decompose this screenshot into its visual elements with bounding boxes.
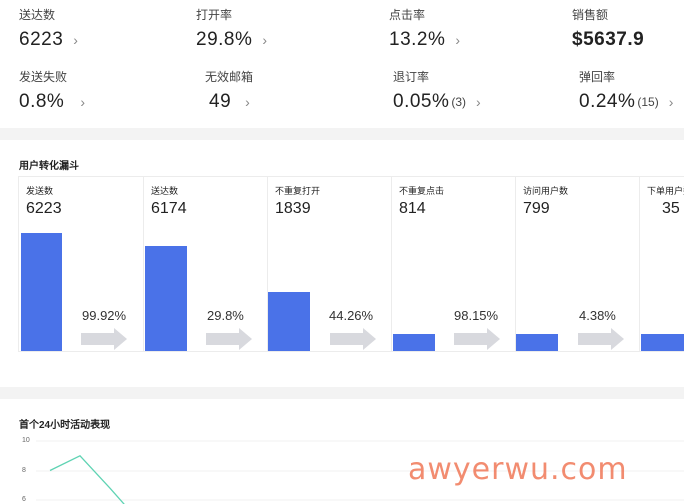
funnel-stage: 访问用户数 799 4.38% [515, 177, 639, 351]
funnel-bar [516, 334, 558, 351]
arrow-right-icon [330, 328, 376, 350]
funnel-bar [21, 233, 62, 351]
watermark: awyerwu.com [408, 452, 628, 487]
funnel-stage-label: 不重复点击 [399, 186, 445, 196]
funnel-stage: 发送数 6223 99.92% [19, 177, 143, 351]
funnel-bar [393, 334, 435, 351]
chevron-right-icon[interactable]: › [455, 32, 461, 48]
metric-label: 销售额 [572, 8, 609, 22]
funnel-bar [268, 292, 310, 351]
conversion-rate: 44.26% [329, 308, 374, 323]
y-axis-tick: 8 [22, 467, 26, 474]
conversion-rate: 29.8% [207, 308, 244, 323]
funnel-stage-value: 6223 [26, 200, 62, 217]
funnel-stage: 不重复打开 1839 44.26% [267, 177, 391, 351]
metric-label: 点击率 [389, 8, 426, 22]
metric-label: 弹回率 [579, 70, 616, 84]
metric-label: 打开率 [196, 8, 233, 22]
metric-value: 29.8% [196, 29, 253, 50]
funnel-stage-label: 发送数 [26, 186, 54, 196]
activity-title: 首个24小时活动表现 [19, 420, 111, 431]
y-axis-tick: 6 [22, 496, 26, 503]
metric-label: 送达数 [19, 8, 56, 22]
funnel-stage-value: 799 [523, 200, 550, 217]
metric-value: $5637.9 [572, 29, 645, 50]
metric-sales[interactable]: 销售额 $5637.9 [572, 6, 644, 51]
funnel-stage: 下单用户数 35 [639, 177, 684, 351]
metric-value: 0.8% [19, 91, 65, 112]
conversion-funnel: 发送数 6223 99.92% 送达数 6174 29.8% 不重复打开 183… [18, 176, 684, 352]
funnel-stage-value: 6174 [151, 200, 187, 217]
conversion-rate: 99.92% [82, 308, 127, 323]
metric-count: (3) [451, 95, 467, 109]
funnel-stage-value: 814 [399, 200, 426, 217]
metric-value: 49 [209, 91, 232, 112]
chevron-right-icon[interactable]: › [668, 94, 674, 110]
metric-unsubscribe-rate[interactable]: 退订率 0.05% (3) › [393, 68, 481, 113]
metric-label: 无效邮箱 [205, 70, 254, 84]
y-axis-tick: 10 [22, 437, 30, 444]
chevron-right-icon[interactable]: › [245, 94, 250, 110]
arrow-right-icon [454, 328, 500, 350]
metric-bounce-rate[interactable]: 弹回率 0.24% (15) › [579, 68, 673, 113]
metric-value: 6223 [19, 29, 64, 50]
metric-value: 0.05% [393, 91, 450, 112]
metric-count: (15) [637, 95, 659, 109]
chevron-right-icon[interactable]: › [476, 94, 481, 110]
funnel-stage: 送达数 6174 29.8% [143, 177, 267, 351]
funnel-stage: 不重复点击 814 98.15% [391, 177, 515, 351]
funnel-bar [145, 246, 187, 351]
funnel-stage-label: 送达数 [151, 186, 179, 196]
funnel-title: 用户转化漏斗 [19, 161, 79, 172]
metric-send-failed[interactable]: 发送失败 0.8% › [19, 68, 85, 113]
funnel-bar [641, 334, 684, 351]
funnel-stage-label: 访问用户数 [523, 186, 569, 196]
arrow-right-icon [578, 328, 624, 350]
metric-open-rate[interactable]: 打开率 29.8% › [196, 6, 267, 51]
conversion-rate: 98.15% [454, 308, 499, 323]
metric-label: 发送失败 [19, 70, 68, 84]
arrow-right-icon [206, 328, 252, 350]
metric-value: 13.2% [389, 29, 446, 50]
chevron-right-icon[interactable]: › [73, 32, 78, 48]
chevron-right-icon[interactable]: › [262, 32, 268, 48]
arrow-right-icon [81, 328, 127, 350]
conversion-rate: 4.38% [579, 308, 616, 323]
section-divider [0, 128, 684, 140]
funnel-stage-value: 1839 [275, 200, 311, 217]
section-divider [0, 387, 684, 399]
metric-click-rate[interactable]: 点击率 13.2% › [389, 6, 460, 51]
funnel-stage-label: 不重复打开 [275, 186, 321, 196]
funnel-stage-label: 下单用户数 [647, 186, 684, 196]
activity-series-line [49, 455, 125, 504]
funnel-stage-value: 35 [662, 200, 680, 217]
activity-line-chart [36, 440, 684, 504]
metric-label: 退订率 [393, 70, 430, 84]
metric-delivered[interactable]: 送达数 6223 › [19, 6, 78, 51]
chevron-right-icon[interactable]: › [80, 94, 85, 110]
metric-value: 0.24% [579, 91, 636, 112]
metric-invalid-email[interactable]: 无效邮箱 49 › [205, 68, 253, 113]
